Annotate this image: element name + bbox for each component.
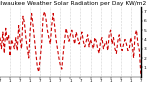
Title: Milwaukee Weather Solar Radiation per Day KW/m2: Milwaukee Weather Solar Radiation per Da… [0, 1, 147, 6]
